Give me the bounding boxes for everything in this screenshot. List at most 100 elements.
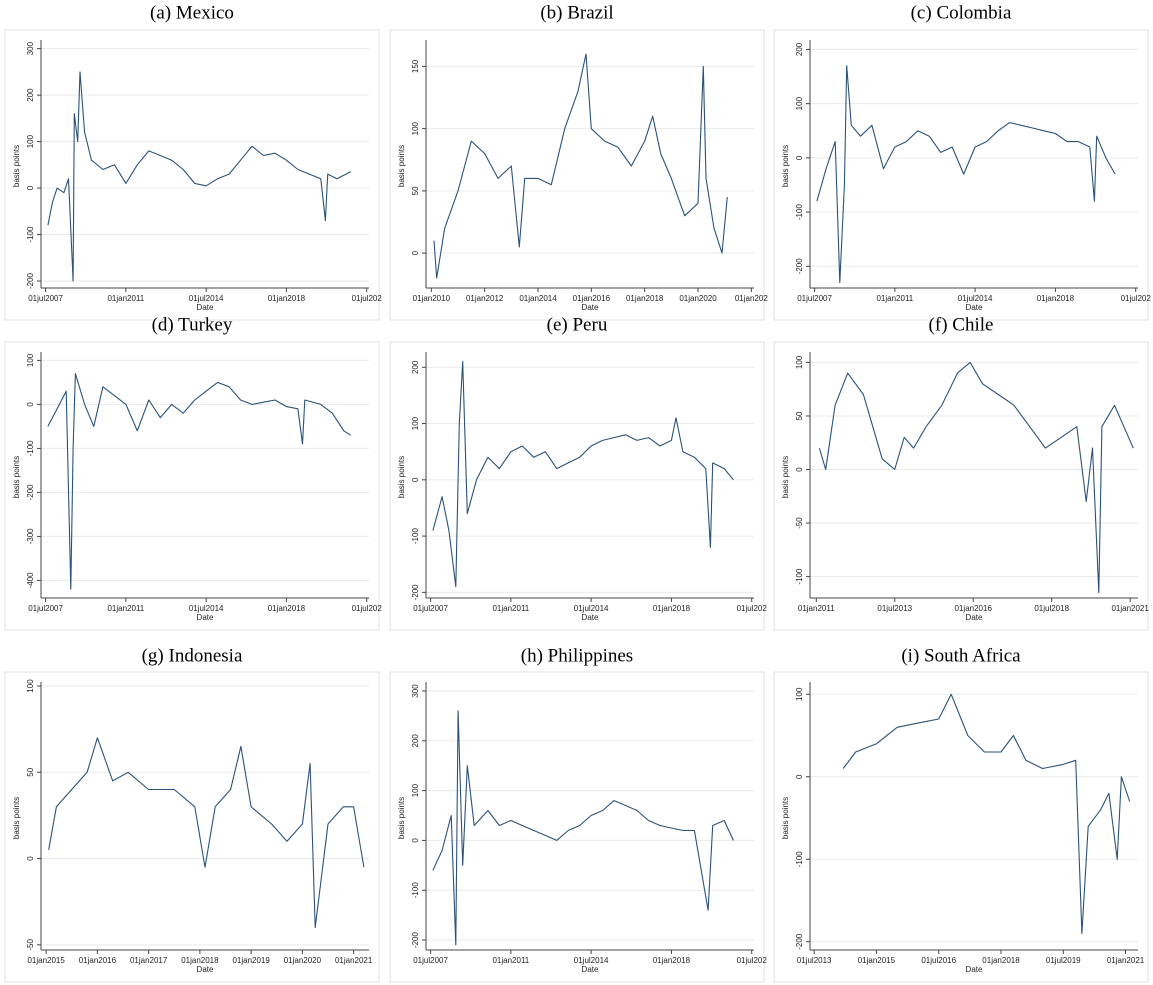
y-tick-label: 200 [411,360,420,374]
y-axis-label: basis points [397,797,406,839]
panel-frame [4,341,380,631]
data-line [433,53,728,279]
x-tick-label: 01jul2007 [28,294,63,303]
data-line [47,373,351,590]
y-axis-label: basis points [781,797,790,839]
x-tick-label: 01jul2013 [797,956,832,965]
x-tick-label: 01jul2018 [1034,604,1069,613]
y-tick-label: 100 [411,416,420,430]
x-tick-label: 01jan2011 [107,604,144,613]
x-tick-label: 01jan2011 [492,604,529,613]
y-tick-label: -50 [26,938,35,950]
panel-title: (e) Peru [547,314,608,335]
y-tick-label: -100 [795,204,804,221]
x-tick-label: 01jan2021 [1111,604,1149,613]
panel-frame [4,29,380,321]
y-axis-label: basis points [397,145,406,187]
y-tick-label: 150 [411,59,420,73]
y-tick-label: -200 [411,931,420,948]
x-tick-label: 01jan2017 [130,956,168,965]
x-tick-label: 01jul202 [352,604,383,613]
panel: (g) Indonesia -50 0 50 100 01jan2015 01jan2016… [4,645,380,983]
x-tick-label: 01jan202 [735,294,768,303]
panel-frame [773,341,1149,631]
panel-frame [773,29,1149,321]
data-line [816,65,1116,284]
y-tick-label: 0 [795,467,804,472]
x-axis-label: Date [582,303,599,312]
panel-frame [773,671,1149,983]
x-tick-label: 01jan2021 [1107,956,1145,965]
y-tick-label: -100 [26,226,35,243]
x-tick-label: 01jan2018 [1037,294,1075,303]
x-axis-label: Date [966,613,983,622]
y-tick-label: -400 [26,572,35,589]
y-tick-label: 100 [26,353,35,367]
x-axis-label: Date [197,965,214,974]
y-tick-label: 0 [411,250,420,255]
x-tick-label: 01jan2011 [798,604,835,613]
y-tick-label: -100 [795,851,804,868]
x-tick-label: 01jul2014 [958,294,993,303]
x-tick-label: 01jan2010 [413,294,451,303]
y-tick-label: 0 [411,477,420,482]
panel-title: (g) Indonesia [142,645,243,666]
y-tick-label: 0 [26,402,35,407]
x-tick-label: 01jul2019 [1046,956,1081,965]
y-tick-label: 0 [26,856,35,861]
x-tick-label: 01jul202 [1121,294,1152,303]
y-tick-label: -50 [795,517,804,529]
y-tick-label: 200 [411,734,420,748]
y-tick-label: -100 [411,882,420,899]
y-tick-label: 100 [411,121,420,135]
y-axis-label: basis points [12,797,21,839]
x-tick-label: 01jul202 [737,956,768,965]
panel: (i) South Africa -200 -100 0 100 01jul2013 01j… [773,645,1149,983]
y-tick-label: 50 [795,411,804,420]
x-tick-label: 01jan2016 [573,294,611,303]
y-tick-label: 100 [26,134,35,148]
x-tick-label: 01jan2021 [335,956,373,965]
y-axis-label: basis points [781,456,790,498]
x-tick-label: 01jul2007 [413,604,448,613]
y-tick-label: -100 [411,528,420,545]
y-tick-label: 100 [795,355,804,369]
x-axis-label: Date [197,303,214,312]
x-tick-label: 01jul2014 [574,956,609,965]
panel-frame [389,671,765,983]
panel: (h) Philippines -200 -100 0 100 200 300 01jul20… [389,645,768,983]
x-tick-label: 01jan2018 [268,294,306,303]
y-tick-label: 300 [411,684,420,698]
y-tick-label: 100 [411,783,420,797]
y-tick-label: -100 [26,440,35,457]
y-tick-label: 0 [795,774,804,779]
x-tick-label: 01jul202 [352,294,383,303]
data-line [432,710,734,946]
y-tick-label: 200 [26,88,35,102]
data-line [818,361,1134,594]
x-tick-label: 01jan2018 [181,956,219,965]
panel-title: (a) Mexico [150,2,234,23]
x-tick-label: 01jan2012 [466,294,504,303]
x-tick-label: 01jan2019 [232,956,270,965]
panel-title: (i) South Africa [901,645,1021,666]
panel-title: (b) Brazil [540,2,613,23]
x-tick-label: 01jan2016 [955,604,993,613]
x-axis-label: Date [966,965,983,974]
y-tick-label: 100 [795,687,804,701]
panel-frame [389,29,765,321]
y-tick-label: 100 [26,679,35,693]
y-tick-label: -300 [26,528,35,545]
y-tick-label: 200 [795,42,804,56]
y-tick-label: 0 [26,185,35,190]
y-axis-label: basis points [781,145,790,187]
y-axis-label: basis points [397,456,406,498]
x-tick-label: 01jul2007 [797,294,832,303]
panel: (d) Turkey -400 -300 -200 -100 0 100 01jul2007 0… [4,314,383,631]
y-axis-label: basis points [12,145,21,187]
x-tick-label: 01jul2014 [574,604,609,613]
y-tick-label: 50 [26,767,35,776]
y-tick-label: -200 [795,933,804,950]
